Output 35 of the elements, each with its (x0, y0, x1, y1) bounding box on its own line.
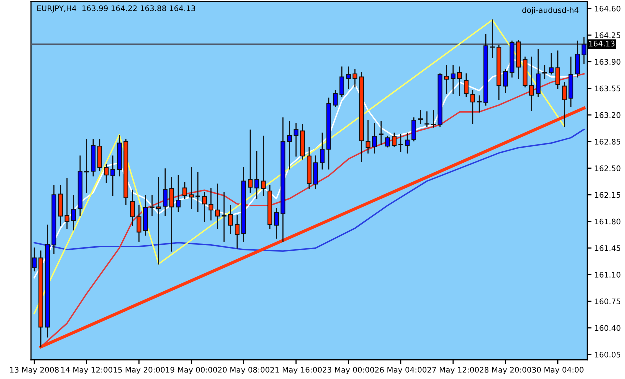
candlestick (503, 69, 508, 93)
candlestick (143, 195, 148, 236)
candlestick (274, 208, 280, 239)
candlestick (136, 205, 142, 242)
candlestick (71, 195, 76, 231)
candlestick (58, 185, 64, 226)
candlestick (418, 110, 424, 124)
candlestick (294, 123, 299, 157)
candlestick (568, 56, 574, 108)
candlestick (575, 40, 580, 78)
candlestick (130, 190, 136, 226)
candlestick (208, 188, 214, 221)
candlestick (64, 178, 70, 230)
candlestick (412, 118, 416, 142)
line-series (34, 19, 566, 314)
candlestick (582, 37, 587, 64)
candlestick (346, 66, 352, 90)
line-series (34, 58, 578, 279)
candlestick (202, 192, 208, 222)
candlestick (424, 112, 430, 128)
candlestick (450, 65, 456, 94)
candlestick (431, 110, 436, 128)
candlestick (215, 184, 220, 230)
candlestick (287, 121, 292, 170)
candlestick (562, 82, 567, 128)
candlestick (228, 205, 234, 234)
candlestick (378, 121, 384, 146)
candlestick (366, 120, 371, 154)
candlestick (458, 66, 462, 96)
line-series (34, 128, 585, 252)
candlestick (444, 65, 450, 94)
candlestick (372, 123, 378, 154)
candlestick (352, 69, 358, 88)
candlestick (150, 195, 155, 216)
candlestick (222, 192, 227, 242)
